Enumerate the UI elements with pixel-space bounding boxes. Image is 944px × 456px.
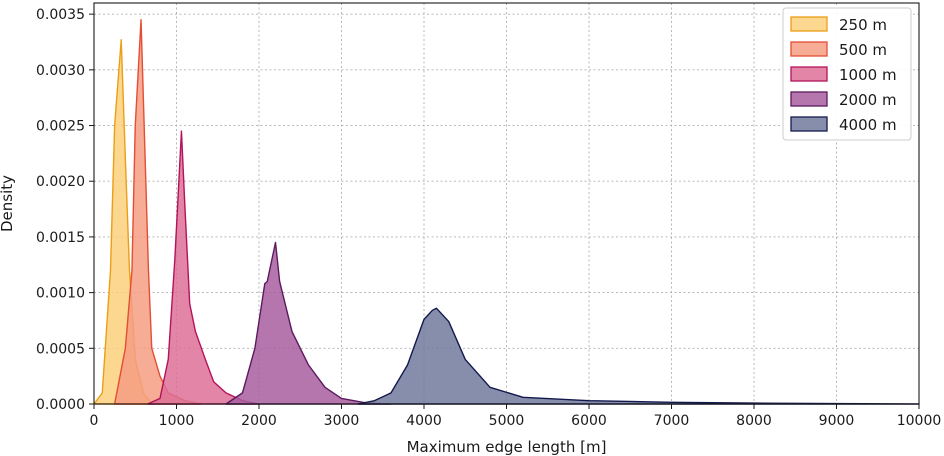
- y-tick-label: 0.0015: [36, 230, 85, 246]
- density-areas: [93, 19, 920, 405]
- density-area-1000-m: [146, 130, 260, 405]
- y-tick-label: 0.0030: [36, 63, 85, 79]
- y-tick-label: 0.0005: [36, 341, 85, 357]
- x-tick-label: 7000: [654, 413, 690, 429]
- y-tick-label: 0.0000: [36, 397, 85, 413]
- y-tick-label: 0.0010: [36, 286, 85, 302]
- x-tick-label: 6000: [571, 413, 607, 429]
- x-tick-label: 10000: [897, 413, 942, 429]
- density-area-2000-m: [225, 241, 392, 405]
- x-tick-label: 2000: [241, 413, 277, 429]
- x-axis-label: Maximum edge length [m]: [407, 438, 607, 456]
- legend-label: 2000 m: [839, 91, 897, 109]
- x-tick-label: 9000: [819, 413, 855, 429]
- y-axis-label: Density: [0, 175, 16, 232]
- legend-swatch: [790, 66, 828, 82]
- legend-label: 4000 m: [839, 116, 897, 134]
- legend-swatch: [790, 116, 828, 132]
- axis-ticks: 0 1000 2000 3000 4000 5000 6000 7000 8000 9000 100…: [36, 7, 941, 429]
- x-tick-label: 3000: [324, 413, 360, 429]
- y-tick-label: 0.0020: [36, 174, 85, 190]
- y-tick-label: 0.0035: [36, 7, 85, 23]
- legend-item: 250 m: [790, 16, 887, 34]
- x-tick-label: 4000: [406, 413, 442, 429]
- legend-swatch: [790, 16, 828, 32]
- legend-label: 250 m: [839, 16, 887, 34]
- y-tick-label: 0.0025: [36, 119, 85, 135]
- x-tick-label: 5000: [489, 413, 525, 429]
- legend-item: 500 m: [790, 41, 887, 59]
- legend-item: 1000 m: [790, 66, 897, 84]
- legend-label: 1000 m: [839, 66, 897, 84]
- legend: 250 m 500 m 1000 m 2000 m 4000 m: [782, 7, 912, 141]
- legend-label: 500 m: [839, 41, 887, 59]
- legend-item: 2000 m: [790, 91, 897, 109]
- density-area-4000-m: [357, 307, 920, 405]
- legend-item: 4000 m: [790, 116, 897, 134]
- x-tick-label: 1000: [159, 413, 195, 429]
- legend-swatch: [790, 91, 828, 107]
- legend-box: [782, 7, 912, 141]
- legend-swatch: [790, 41, 828, 57]
- x-tick-label: 8000: [736, 413, 772, 429]
- x-tick-label: 0: [90, 413, 99, 429]
